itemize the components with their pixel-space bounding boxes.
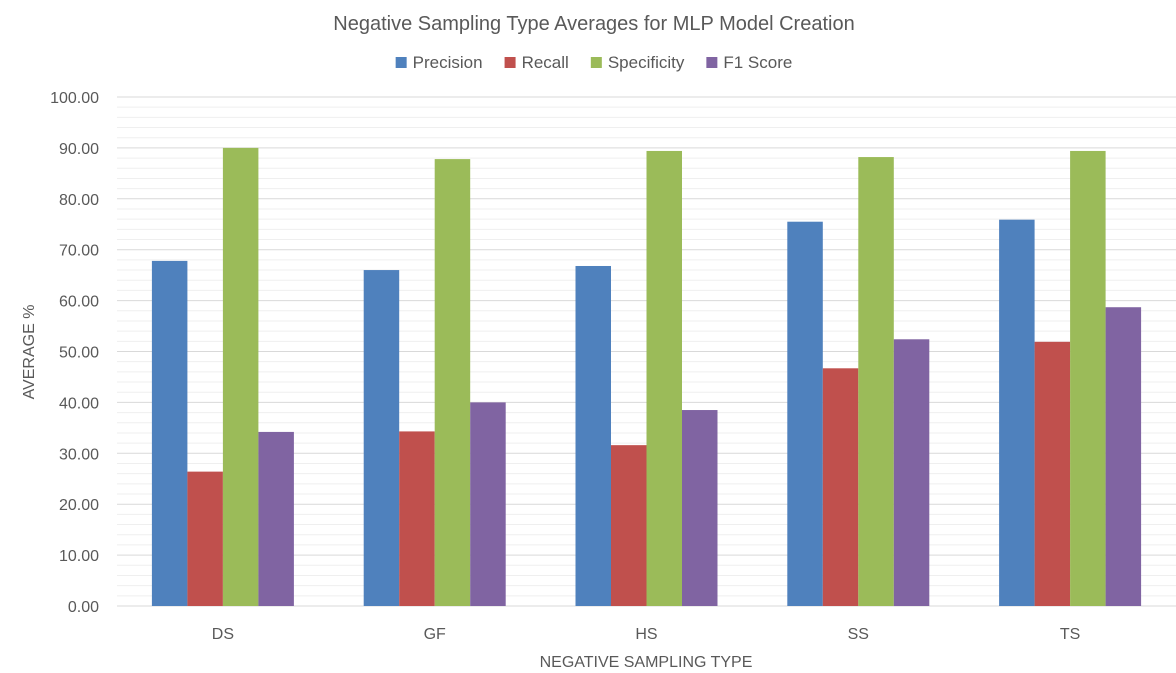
legend-label: Precision	[413, 53, 483, 72]
legend-label: Recall	[522, 53, 569, 72]
legend-item: F1 Score	[706, 53, 792, 72]
legend-swatch	[590, 57, 602, 68]
bar-f1-score-hs	[682, 410, 718, 606]
y-tick-label: 100.00	[50, 90, 99, 107]
legend-swatch	[395, 57, 407, 68]
bar-recall-ds	[187, 471, 223, 606]
y-tick-label: 10.00	[59, 548, 99, 565]
y-tick-label: 0.00	[68, 599, 99, 616]
x-tick-label: DS	[212, 626, 234, 643]
x-axis-label: NEGATIVE SAMPLING TYPE	[540, 654, 753, 671]
x-tick-label: HS	[635, 626, 657, 643]
x-tick-label: GF	[424, 626, 446, 643]
legend-item: Precision	[395, 53, 483, 72]
legend-item: Recall	[504, 53, 569, 72]
x-tick-label: TS	[1060, 626, 1080, 643]
chart-title: Negative Sampling Type Averages for MLP …	[333, 13, 854, 35]
y-tick-label: 70.00	[59, 243, 99, 260]
bar-precision-ss	[787, 221, 823, 606]
bar-precision-hs	[575, 265, 611, 606]
bar-recall-ts	[1034, 341, 1071, 606]
y-tick-label: 40.00	[59, 395, 99, 412]
y-tick-label: 60.00	[59, 294, 99, 311]
y-tick-label: 20.00	[59, 497, 99, 514]
bar-recall-ss	[822, 368, 859, 606]
legend-label: F1 Score	[723, 53, 792, 72]
bar-f1-score-ds	[258, 431, 294, 606]
bar-f1-score-ss	[893, 339, 930, 606]
bar-specificity-gf	[434, 159, 471, 606]
bar-specificity-ts	[1070, 150, 1106, 607]
legend-item: Specificity	[590, 53, 685, 72]
bar-specificity-ss	[858, 157, 894, 606]
bar-recall-hs	[611, 445, 647, 606]
bar-f1-score-ts	[1105, 307, 1142, 606]
bars	[151, 147, 1142, 607]
bar-specificity-hs	[646, 150, 682, 607]
legend-label: Specificity	[608, 53, 685, 72]
bar-f1-score-gf	[470, 402, 506, 606]
bar-specificity-ds	[222, 147, 259, 606]
y-tick-label: 80.00	[59, 192, 99, 209]
legend: Precision Recall Specificity F1 Score	[395, 53, 792, 72]
y-axis-label: AVERAGE %	[21, 305, 38, 400]
x-tick-label: SS	[848, 626, 869, 643]
legend-swatch	[504, 57, 516, 68]
bar-precision-gf	[363, 270, 400, 606]
y-tick-label: 90.00	[59, 141, 99, 158]
bar-precision-ds	[151, 260, 188, 606]
y-tick-label: 50.00	[59, 345, 99, 362]
x-axis-ticks: DS GF HS SS TS	[212, 626, 1081, 643]
bar-precision-ts	[999, 219, 1035, 606]
y-tick-label: 30.00	[59, 446, 99, 463]
y-axis-ticks: 0.00 10.00 20.00 30.00 40.00 50.00 60.00 70.00 8…	[50, 90, 99, 616]
bar-recall-gf	[399, 431, 435, 606]
legend-swatch	[706, 57, 718, 68]
